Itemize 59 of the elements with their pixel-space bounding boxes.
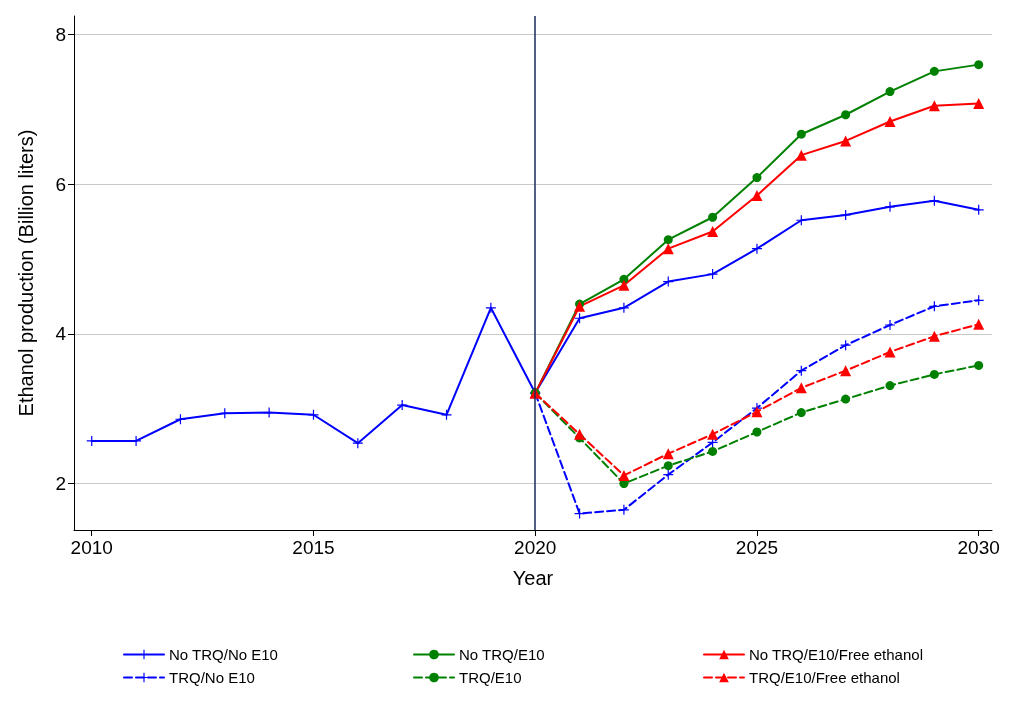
- point: [708, 212, 718, 222]
- point: [884, 346, 896, 358]
- point: [752, 427, 762, 437]
- point: [751, 406, 763, 418]
- point: [885, 381, 895, 391]
- point: [752, 173, 762, 183]
- legend-label: No TRQ/E10/Free ethanol: [749, 646, 923, 663]
- point: [708, 446, 718, 456]
- point: [707, 225, 719, 237]
- point: [618, 504, 629, 515]
- point: [663, 461, 673, 471]
- point: [618, 302, 629, 313]
- point: [973, 98, 985, 110]
- point: [929, 66, 939, 76]
- y-tick-label: 2: [55, 473, 66, 495]
- point: [840, 210, 851, 221]
- y-tick-label: 4: [55, 323, 67, 345]
- x-tick-label: 2020: [514, 537, 557, 558]
- point: [618, 469, 630, 481]
- point: [885, 87, 895, 97]
- x-tick-label: 2025: [735, 537, 779, 558]
- point: [662, 448, 674, 460]
- x-axis-title: Year: [512, 567, 554, 589]
- point: [973, 318, 985, 330]
- point: [884, 115, 896, 127]
- point: [974, 360, 984, 370]
- y-axis-title: Ethanol production (Billion liters): [15, 129, 37, 417]
- legend-label: TRQ/E10: [459, 669, 522, 686]
- point: [796, 129, 806, 139]
- y-tick-label: 8: [55, 24, 66, 46]
- point: [663, 235, 673, 245]
- point: [751, 190, 763, 202]
- y-tick-label: 6: [55, 173, 66, 195]
- point: [841, 110, 851, 120]
- legend-label: No TRQ/E10: [459, 646, 545, 663]
- legend-label: No TRQ/No E10: [169, 646, 278, 663]
- point: [796, 408, 806, 418]
- point: [618, 279, 630, 291]
- point: [795, 382, 807, 394]
- point: [928, 100, 940, 112]
- x-tick-label: 2015: [292, 537, 335, 558]
- point: [928, 330, 940, 342]
- x-tick-label: 2010: [70, 537, 113, 558]
- point: [929, 369, 939, 379]
- point: [840, 365, 852, 377]
- point: [707, 428, 719, 440]
- point: [662, 243, 674, 255]
- point: [885, 201, 895, 212]
- point: [397, 400, 408, 411]
- point: [885, 320, 895, 330]
- point: [841, 394, 851, 404]
- point: [795, 149, 807, 161]
- point: [974, 60, 984, 70]
- point: [751, 243, 762, 254]
- legend-label: TRQ/E10/Free ethanol: [749, 669, 900, 686]
- point: [840, 135, 852, 147]
- point: [574, 428, 586, 440]
- legend-label: TRQ/No E10: [169, 669, 255, 686]
- x-tick-label: 2030: [957, 537, 1000, 558]
